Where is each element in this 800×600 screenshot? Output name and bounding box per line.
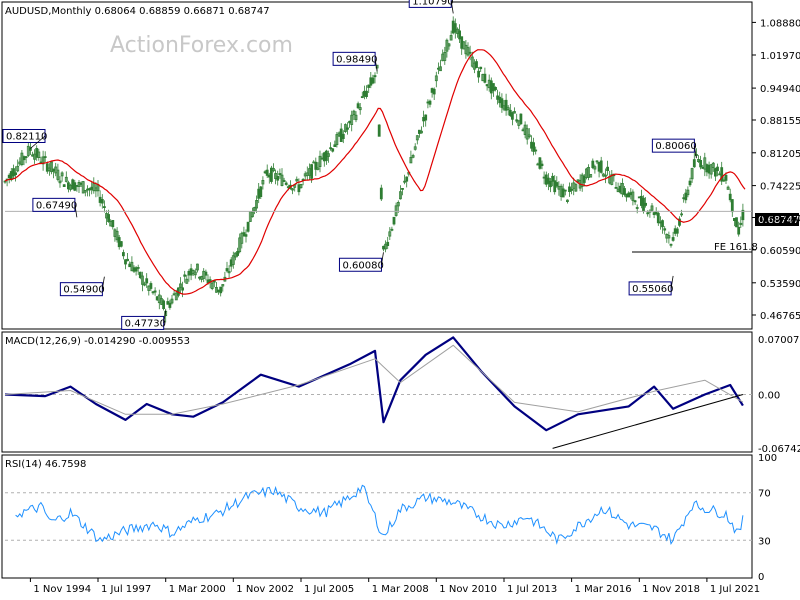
price-annotation-label: 0.54900 <box>63 285 104 296</box>
price-axis-label: 0.67470 <box>760 214 800 225</box>
fe-label: FE 161.8 <box>714 242 758 253</box>
price-layer: 0.82110 0.67490 0.54900 0.47730 0.98490 0.600… <box>2 0 752 330</box>
rsi-line <box>15 484 744 546</box>
price-annotation-label: 0.55060 <box>632 284 673 295</box>
axes-layer: 1.08880 1.01970 0.94940 0.88155 0.81205 0.742… <box>29 18 800 595</box>
macd-panel <box>1 331 753 453</box>
macd-trendline <box>552 394 744 449</box>
price-annotation-label: 0.98490 <box>336 54 377 65</box>
price-annotation-pointer <box>163 310 167 323</box>
price-axis-label: 0.60590 <box>760 246 800 257</box>
price-header: AUDUSD,Monthly 0.68064 0.68859 0.66871 0… <box>5 6 270 17</box>
price-axis-label: 0.88155 <box>760 116 800 127</box>
macd-axis-label: 0.00 <box>758 391 780 402</box>
price-annotation-label: 0.47730 <box>125 318 166 329</box>
price-axis-label: 0.81205 <box>760 149 800 160</box>
rsi-panel <box>1 454 753 579</box>
rsi-axis-label: 0 <box>758 572 764 583</box>
price-annotation-label: 0.60080 <box>342 260 383 271</box>
price-annotation-pointer <box>374 58 378 72</box>
rsi-axis-label: 30 <box>758 536 771 547</box>
price-annotation-pointer <box>670 275 674 289</box>
time-axis-label: 1 Nov 2018 <box>642 584 700 595</box>
price-annotation-label: 0.80060 <box>655 141 696 152</box>
current-price-label: 0.68747 <box>758 215 799 226</box>
rsi-layer <box>5 484 752 546</box>
price-annotation-label: 0.82110 <box>6 131 47 142</box>
rsi-axis-label: 100 <box>758 453 777 464</box>
rsi-axis-label: 70 <box>758 489 771 500</box>
time-axis-label: 1 Jul 1997 <box>101 584 151 595</box>
price-annotation-pointer <box>450 0 454 14</box>
time-axis-label: 1 Jul 2021 <box>710 584 760 595</box>
moving-average-line <box>4 49 746 295</box>
macd-header: MACD(12,26,9) -0.014290 -0.009553 <box>5 336 190 347</box>
price-annotation-pointer <box>30 135 46 149</box>
price-axis-label: 1.08880 <box>760 18 800 29</box>
time-axis-label: 1 Mar 2008 <box>372 584 429 595</box>
macd-axis-label: 0.070071 <box>758 335 800 346</box>
price-axis-label: 0.94940 <box>760 84 800 95</box>
current-price-tag <box>755 213 799 226</box>
time-axis-label: 1 Nov 2002 <box>236 584 294 595</box>
price-annotation-pointer <box>101 276 105 290</box>
time-axis-label: 1 Mar 2000 <box>169 584 226 595</box>
time-axis-label: 1 Nov 2010 <box>439 584 497 595</box>
macd-layer <box>4 336 752 449</box>
price-panel <box>1 1 753 330</box>
price-axis-label: 1.01970 <box>760 51 800 62</box>
price-annotation-pointer <box>693 145 697 159</box>
time-axis-label: 1 Nov 1994 <box>33 584 91 595</box>
time-axis-label: 1 Mar 2016 <box>575 584 632 595</box>
price-annotation-label: 1.10790 <box>412 0 453 7</box>
price-annotation-label: 0.67490 <box>36 200 77 211</box>
watermark: ActionForex.com <box>110 33 293 58</box>
price-axis-label: 0.53590 <box>760 279 800 290</box>
price-annotation-pointer <box>74 204 78 218</box>
price-axis-label: 0.74225 <box>760 182 800 193</box>
time-axis-label: 1 Jul 2013 <box>507 584 557 595</box>
price-annotation-pointer <box>381 252 384 265</box>
time-axis-label: 1 Jul 2005 <box>304 584 354 595</box>
macd-signal-line <box>4 344 744 415</box>
price-axis-label: 0.46765 <box>760 311 800 322</box>
macd-axis-label: -0.067423 <box>758 444 800 455</box>
rsi-header: RSI(14) 46.7598 <box>5 459 86 470</box>
